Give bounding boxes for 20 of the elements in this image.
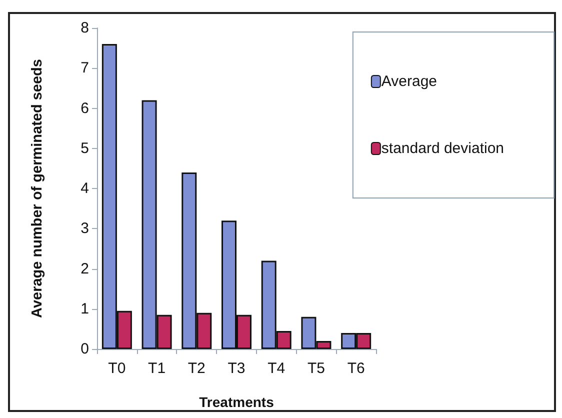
x-tick-label: T3 [228, 360, 246, 377]
y-tick-label: 4 [80, 180, 89, 197]
y-tick-label: 5 [80, 140, 89, 157]
y-tick-label: 2 [80, 260, 89, 278]
y-tick-label: 8 [80, 20, 89, 36]
y-axis-title: Average number of germinated seeds [30, 59, 46, 318]
y-tick-label: 7 [80, 60, 89, 77]
x-axis-title: Treatments [199, 394, 274, 410]
x-tick-label: T2 [188, 360, 206, 377]
y-tick-label: 6 [80, 100, 89, 117]
x-tick-label: T5 [307, 360, 325, 377]
y-tick-label: 0 [80, 340, 89, 358]
x-tick-label: T1 [148, 360, 166, 377]
y-tick-label: 3 [80, 220, 89, 238]
x-tick-label: T6 [347, 360, 365, 377]
x-tick-label: T0 [108, 360, 126, 377]
y-tick-label: 1 [80, 300, 89, 318]
legend-label: Average [381, 73, 438, 90]
legend-label: standard deviation [381, 140, 504, 157]
x-tick-label: T4 [268, 360, 286, 377]
